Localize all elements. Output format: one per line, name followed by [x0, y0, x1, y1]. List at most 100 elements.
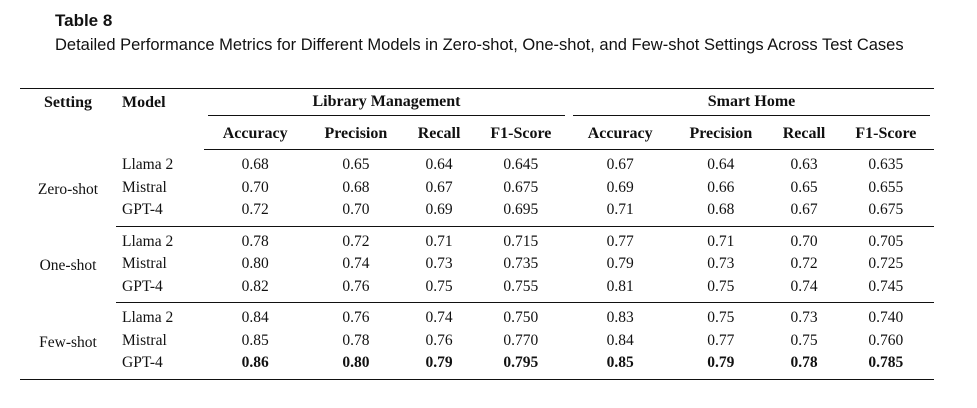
value-cell: 0.76 [425, 331, 453, 349]
value-cell: 0.77 [707, 331, 735, 349]
value-cell: 0.80 [241, 255, 269, 273]
header-metric: F1-Score [837, 119, 934, 150]
value-cell: 0.785 [868, 354, 904, 372]
value-cell: 0.675 [503, 178, 539, 196]
value-cell: 0.78 [241, 232, 269, 250]
value-cell: 0.73 [790, 309, 818, 327]
model-cell: Mistral [122, 255, 167, 273]
value-cell: 0.72 [790, 255, 818, 273]
value-cell: 0.770 [503, 331, 539, 349]
model-cell: Mistral [122, 178, 167, 196]
value-cell: 0.75 [707, 309, 735, 327]
value-cell: 0.74 [425, 309, 453, 327]
value-cell: 0.725 [868, 255, 904, 273]
value-cell: 0.73 [707, 255, 735, 273]
model-cell: Mistral [122, 331, 167, 349]
value-cell: 0.715 [503, 232, 539, 250]
table-row: GPT-4 0.86 0.80 0.79 0.795 0.85 0.79 0.78 0.785 [20, 352, 934, 379]
value-cell: 0.695 [472, 199, 569, 227]
value-cell: 0.73 [425, 255, 453, 273]
header-metric: Recall [405, 119, 473, 150]
table-row: Zero-shot Llama 2 0.68 0.65 0.64 0.645 0.67 0.6… [20, 150, 934, 198]
value-cell: 0.75 [405, 275, 473, 303]
value-cell: 0.66 [707, 178, 735, 196]
table-row: Mistral 0.85 0.78 0.76 0.770 0.84 0.77 0.75 0.76… [20, 330, 934, 353]
value-cell: 0.67 [606, 156, 634, 174]
header-metric: F1-Score [472, 119, 569, 150]
header-group-library-management: Library Management [204, 89, 569, 120]
value-cell: 0.735 [503, 255, 539, 273]
table-row: Mistral 0.80 0.74 0.73 0.735 0.79 0.73 0.72 0.72… [20, 253, 934, 276]
value-cell: 0.635 [868, 156, 904, 174]
setting-cell: Zero-shot [37, 180, 99, 198]
value-cell: 0.68 [342, 178, 370, 196]
value-cell: 0.760 [868, 331, 904, 349]
value-cell: 0.83 [606, 309, 634, 327]
model-cell: GPT-4 [122, 354, 163, 372]
value-cell: 0.68 [671, 199, 771, 227]
header-metric: Accuracy [204, 119, 307, 150]
value-cell: 0.76 [342, 309, 370, 327]
value-cell: 0.740 [868, 309, 904, 327]
value-cell: 0.77 [606, 232, 634, 250]
header-metric: Precision [671, 119, 771, 150]
header-metric: Accuracy [568, 119, 672, 150]
header-group-smart-home: Smart Home [569, 89, 934, 120]
header-metric: Recall [770, 119, 838, 150]
value-cell: 0.84 [241, 309, 269, 327]
value-cell: 0.68 [241, 156, 269, 174]
value-cell: 0.69 [405, 199, 473, 227]
value-cell: 0.79 [606, 255, 634, 273]
value-cell: 0.85 [606, 354, 634, 372]
value-cell: 0.70 [306, 199, 406, 227]
setting-cell: One-shot [39, 257, 97, 275]
model-cell: Llama 2 [122, 232, 174, 250]
value-cell: 0.750 [503, 309, 539, 327]
setting-group: Few-shot Llama 2 0.84 0.76 0.74 0.750 0.83 0.75… [20, 303, 934, 380]
value-cell: 0.745 [837, 275, 934, 303]
header-metric: Precision [306, 119, 406, 150]
value-cell: 0.72 [204, 199, 307, 227]
table-caption-text: Detailed Performance Metrics for Differe… [55, 36, 904, 54]
value-cell: 0.795 [503, 354, 539, 372]
table-row: Mistral 0.70 0.68 0.67 0.675 0.69 0.66 0.65 0.65… [20, 177, 934, 200]
value-cell: 0.70 [241, 178, 269, 196]
table-row: One-shot Llama 2 0.78 0.72 0.71 0.715 0.77 0.71… [20, 226, 934, 275]
value-cell: 0.65 [790, 178, 818, 196]
value-cell: 0.80 [342, 354, 370, 372]
model-cell: Llama 2 [122, 156, 174, 173]
value-cell: 0.75 [671, 275, 771, 303]
model-cell: Llama 2 [122, 309, 174, 327]
setting-group: Zero-shot Llama 2 0.68 0.65 0.64 0.645 0.67 0.6… [20, 150, 934, 227]
model-cell: GPT-4 [116, 199, 204, 227]
value-cell: 0.67 [770, 199, 838, 227]
value-cell: 0.78 [342, 331, 370, 349]
value-cell: 0.65 [342, 156, 370, 174]
model-cell: GPT-4 [116, 275, 204, 303]
setting-cell: Few-shot [39, 333, 97, 351]
value-cell: 0.71 [707, 232, 735, 250]
value-cell: 0.72 [342, 232, 370, 250]
table-caption: Table 8 Detailed Performance Metrics for… [55, 10, 955, 57]
value-cell: 0.645 [503, 156, 539, 174]
value-cell: 0.74 [770, 275, 838, 303]
header-model: Model [122, 94, 166, 111]
value-cell: 0.64 [425, 156, 453, 174]
value-cell: 0.71 [568, 199, 672, 227]
table-label: Table 8 [55, 11, 113, 30]
value-cell: 0.70 [790, 232, 818, 250]
value-cell: 0.655 [868, 178, 904, 196]
value-cell: 0.69 [606, 178, 634, 196]
value-cell: 0.86 [241, 354, 269, 372]
value-cell: 0.74 [342, 255, 370, 273]
value-cell: 0.63 [790, 156, 818, 174]
table-row: GPT-4 0.72 0.70 0.69 0.695 0.71 0.68 0.67 0.675 [20, 199, 934, 227]
value-cell: 0.64 [707, 156, 735, 174]
value-cell: 0.85 [241, 331, 269, 349]
results-table: Setting Model Library Management Smart H… [20, 88, 934, 380]
value-cell: 0.675 [837, 199, 934, 227]
table-row: Few-shot Llama 2 0.84 0.76 0.74 0.750 0.83 0.75… [20, 303, 934, 350]
value-cell: 0.71 [425, 232, 453, 250]
value-cell: 0.76 [306, 275, 406, 303]
value-cell: 0.79 [425, 354, 453, 372]
